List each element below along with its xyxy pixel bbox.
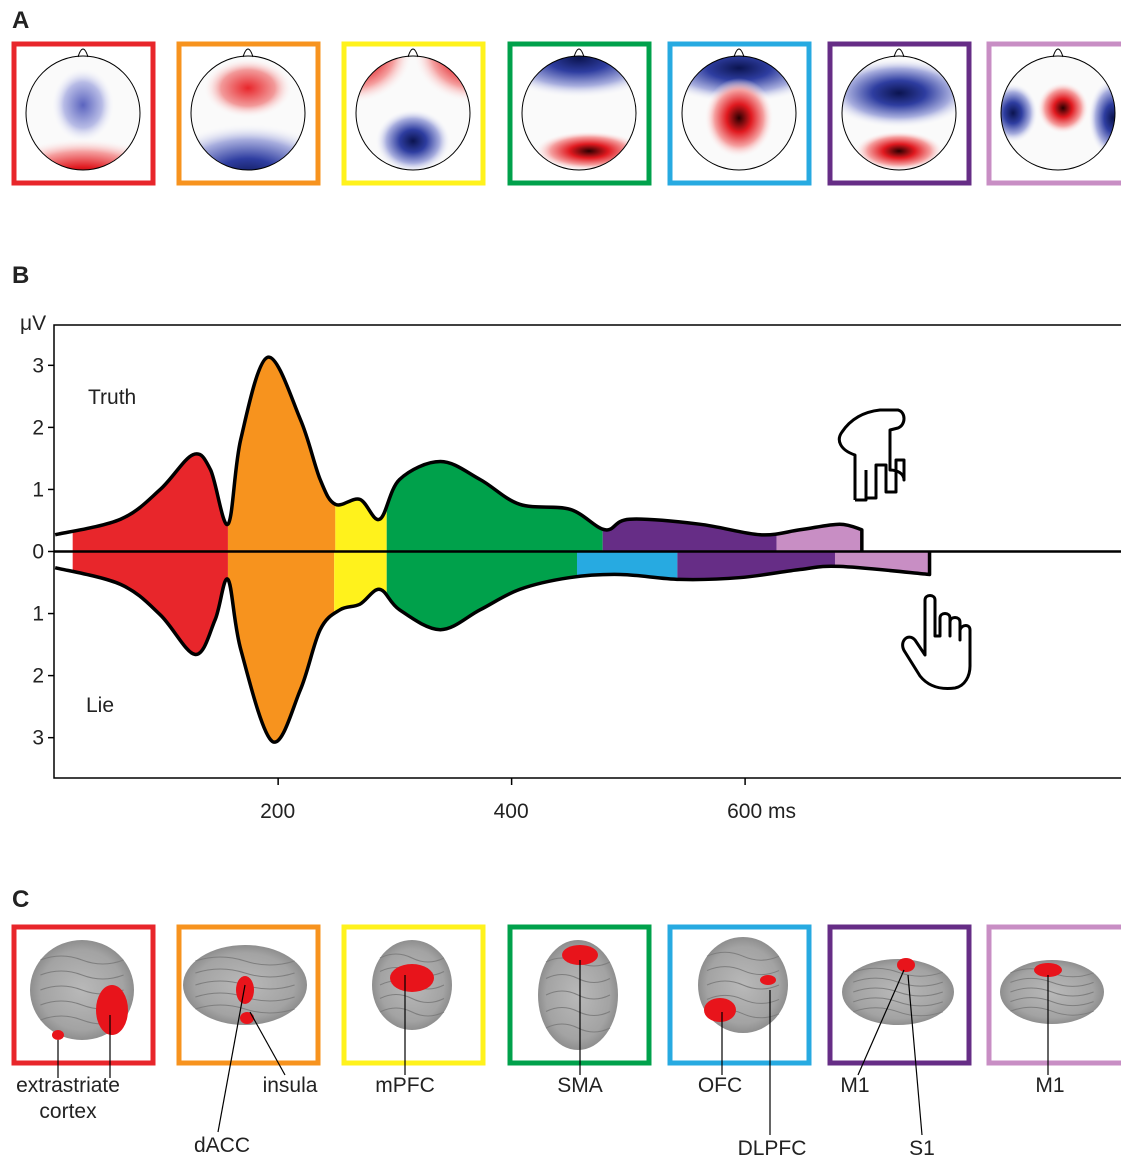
- topomap: [649, 33, 829, 158]
- region-label: DLPFC: [738, 1137, 807, 1160]
- y-axis-label: μV: [20, 312, 46, 335]
- microstate-segment: [577, 552, 677, 779]
- topomap-blob: [1037, 82, 1089, 134]
- topomap-blob: [534, 131, 644, 171]
- y-tick-label: 1: [32, 603, 44, 626]
- topomap-blob: [413, 3, 533, 103]
- topomap-blob: [988, 83, 1038, 143]
- microstate-segment: [677, 552, 835, 779]
- region-label: M1: [1035, 1074, 1064, 1097]
- region-label: extrastriate: [16, 1074, 120, 1097]
- region-label: dACC: [194, 1134, 250, 1157]
- topomap-blob: [51, 67, 115, 143]
- region-label: S1: [909, 1137, 935, 1160]
- activation: [240, 1012, 254, 1024]
- panel-letter: C: [12, 886, 29, 913]
- microstate-segment: [387, 325, 603, 552]
- activation: [760, 975, 776, 985]
- region-label: insula: [263, 1074, 318, 1097]
- x-tick-label: 400: [494, 800, 529, 823]
- activation: [52, 1030, 64, 1040]
- topomap-blob: [854, 131, 944, 171]
- topomap: [824, 58, 974, 171]
- microstate-segment: [334, 552, 387, 779]
- microstate-segment: [228, 325, 335, 552]
- microstate-segment: [603, 325, 777, 552]
- topomap-blob: [824, 58, 974, 128]
- microstate-segment: [73, 325, 228, 552]
- activation: [704, 998, 736, 1022]
- condition-label: Lie: [86, 694, 114, 717]
- activation: [1034, 963, 1062, 977]
- hand-icon: [903, 596, 970, 689]
- condition-label: Truth: [88, 386, 136, 409]
- region-label: SMA: [557, 1074, 603, 1097]
- region-label: cortex: [39, 1100, 97, 1123]
- activation: [390, 964, 434, 992]
- x-tick-label: 600 ms: [727, 800, 796, 823]
- hand-icon: [839, 410, 904, 500]
- activation: [96, 985, 128, 1035]
- topomap-blob: [203, 58, 293, 118]
- microstate-segment: [73, 552, 228, 779]
- activation: [897, 958, 915, 972]
- panel-letter: B: [12, 262, 29, 289]
- y-tick-label: 2: [32, 416, 44, 439]
- activation: [236, 976, 254, 1004]
- x-tick-label: 200: [260, 800, 295, 823]
- y-tick-label: 2: [32, 665, 44, 688]
- region-label: OFC: [698, 1074, 742, 1097]
- microstate-segment: [387, 552, 577, 779]
- y-tick-label: 3: [32, 727, 44, 750]
- topomap-blob: [293, 3, 413, 103]
- microstate-segment: [335, 325, 386, 552]
- y-tick-label: 1: [32, 478, 44, 501]
- topomap-blob: [489, 18, 669, 98]
- region-label: mPFC: [375, 1074, 435, 1097]
- figure: A B C μV Truth Lie 3 2 1 0 1 2 3 200 400 600 ms ex…: [0, 0, 1121, 1167]
- topomap-blob: [704, 78, 774, 158]
- y-tick-label: 0: [32, 541, 44, 564]
- panel-letter: A: [12, 7, 29, 34]
- topomap: [489, 18, 669, 171]
- region-label: M1: [840, 1074, 869, 1097]
- y-tick-label: 3: [32, 354, 44, 377]
